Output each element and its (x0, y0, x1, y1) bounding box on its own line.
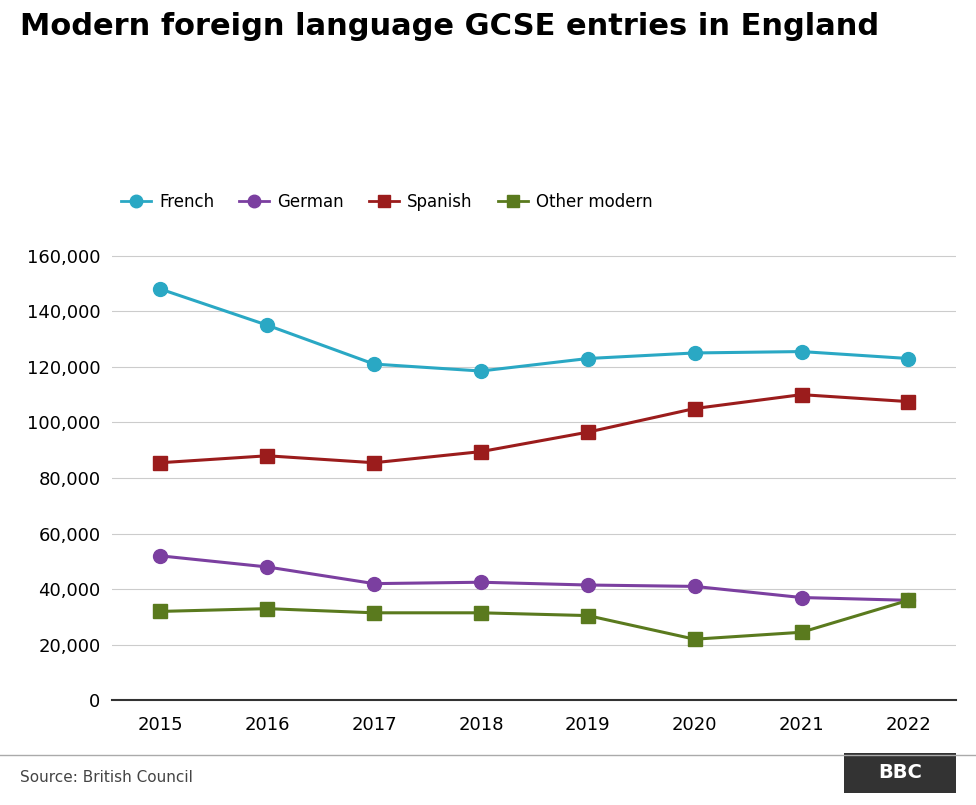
Text: BBC: BBC (878, 763, 922, 782)
Text: Modern foreign language GCSE entries in England: Modern foreign language GCSE entries in … (20, 12, 878, 41)
Legend: French, German, Spanish, Other modern: French, German, Spanish, Other modern (121, 193, 653, 211)
Text: Source: British Council: Source: British Council (20, 770, 192, 785)
